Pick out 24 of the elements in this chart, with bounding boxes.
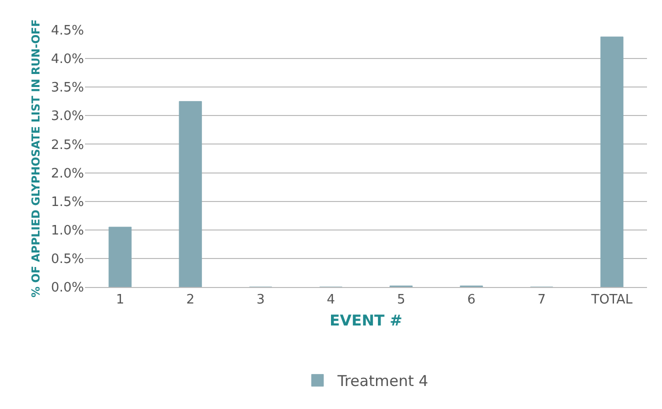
x-tick-label: 3 <box>256 292 265 308</box>
x-tick-label: 7 <box>537 292 546 308</box>
x-tick-label: 6 <box>467 292 476 308</box>
x-tick-label: 4 <box>326 292 336 308</box>
x-tick-label: 2 <box>186 292 195 308</box>
x-tick-label: 5 <box>396 292 406 308</box>
y-tick-label: 2.0% <box>50 166 84 182</box>
x-tick-label: TOTAL <box>590 292 634 308</box>
y-tick-label: 3.5% <box>50 80 84 96</box>
x-tick-label: 1 <box>116 292 124 308</box>
y-tick-label: 1.0% <box>50 223 84 238</box>
y-tick-label: 4.5% <box>50 24 84 39</box>
x-axis-title: EVENT # <box>330 312 402 330</box>
y-tick-label: 0.5% <box>50 252 84 267</box>
y-axis-title: % OF APPLIED GLYPHOSATE LIST IN RUN-OFF <box>30 19 43 298</box>
bar <box>108 226 132 287</box>
y-tick-label: 3.0% <box>50 109 84 124</box>
y-tick-label: 1.5% <box>50 194 84 210</box>
bar <box>600 36 624 287</box>
y-tick-label: 0.0% <box>50 280 84 296</box>
bar <box>178 101 202 287</box>
y-tick-label: 4.0% <box>50 52 84 68</box>
y-tick-label: 2.5% <box>50 138 84 153</box>
legend-label: Treatment 4 <box>336 372 428 390</box>
